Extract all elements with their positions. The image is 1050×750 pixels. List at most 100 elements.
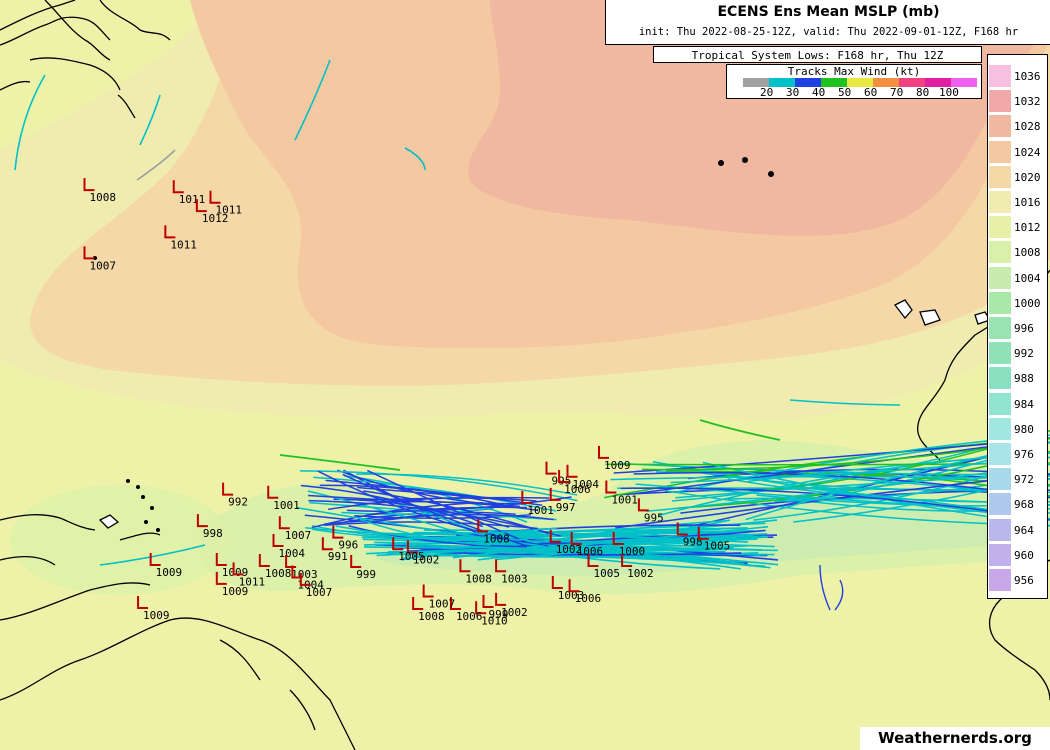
low-pressure-label: 1009: [604, 459, 631, 472]
low-marker-symbol: [321, 537, 333, 551]
colorbar-label: 988: [1014, 372, 1034, 386]
low-pressure-label: 999: [489, 608, 509, 621]
storm-track: [294, 59, 331, 141]
storm-track: [366, 469, 532, 545]
tracks-legend-label: 30: [786, 86, 800, 99]
low-pressure-label: 998: [683, 536, 703, 549]
tracks-legend-title: Tracks Max Wind (kt): [787, 65, 921, 78]
low-marker-symbol: [475, 601, 487, 615]
storm-track: [461, 549, 744, 565]
tropical-low-marker: 992: [222, 482, 248, 509]
low-marker-symbol: [558, 470, 570, 483]
map-subtitle: init: Thu 2022-08-25-12Z, valid: Thu 202…: [638, 26, 1019, 38]
colorbar-label: 992: [1014, 347, 1034, 361]
colorbar-swatch: [989, 468, 1011, 492]
colorbar-swatch: [989, 165, 1011, 189]
tracks-color-swatch: [925, 78, 951, 87]
low-marker-symbol: [495, 592, 507, 606]
low-pressure-label: 1007: [90, 259, 117, 272]
colorbar-label: 1032: [1014, 95, 1041, 109]
low-marker-symbol: [278, 516, 290, 530]
storm-track: [328, 497, 506, 511]
low-marker-symbol: [697, 526, 709, 540]
tracks-wind-legend: Tracks Max Wind (kt) 20 30 40 50 60 70 80 100: [726, 64, 982, 99]
colorbar-swatch: [989, 65, 1011, 88]
colorbar-swatch: [989, 367, 1011, 391]
low-pressure-label: 1009: [143, 609, 170, 622]
low-pressure-label: 1012: [202, 212, 229, 225]
low-pressure-label: 1010: [481, 614, 508, 627]
colorbar-level: 1036: [988, 65, 1047, 88]
tropical-low-marker: 1003: [551, 576, 584, 602]
low-marker-symbol: [299, 572, 311, 586]
tropical-low-marker: 997: [549, 487, 576, 514]
low-pressure-label: 1001: [273, 499, 300, 512]
low-marker-symbol: [291, 565, 303, 579]
colorbar-label: 984: [1014, 397, 1034, 411]
low-marker-symbol: [568, 579, 580, 593]
low-marker-symbol: [258, 554, 270, 567]
tropical-low-marker: 996: [332, 525, 358, 552]
colorbar-swatch: [989, 392, 1011, 416]
storm-track: [348, 525, 527, 548]
colorbar-label: 996: [1014, 322, 1034, 335]
tracks-color-swatch: [847, 78, 873, 87]
storm-track: [311, 528, 528, 540]
map-header: ECENS Ens Mean MSLP (mb) init: Thu 2022-…: [605, 0, 1050, 45]
low-pressure-label: 1002: [413, 553, 440, 566]
low-pressure-label: 1011: [216, 204, 243, 217]
tracks-color-swatch: [821, 78, 847, 87]
credit-text[interactable]: Weathernerds.org: [860, 727, 1050, 750]
low-marker-symbol: [482, 594, 494, 608]
storm-track: [317, 470, 495, 536]
tropical-low-marker: 1005: [392, 537, 425, 563]
low-marker-symbol: [406, 540, 418, 554]
colorbar-label: 968: [1014, 498, 1034, 512]
low-pressure-label: 1008: [90, 191, 117, 204]
colorbar-level: 964: [988, 518, 1047, 542]
low-pressure-label: 1001: [611, 494, 638, 507]
tropical-low-marker: 1000: [612, 531, 645, 558]
low-marker-symbol: [195, 199, 207, 213]
tropical-low-marker: 1005: [587, 554, 620, 580]
low-marker-symbol: [172, 180, 184, 194]
tracks-legend-label: 50: [838, 86, 852, 99]
colorbar-label: 1000: [1014, 296, 1041, 310]
tropical-low-marker: 1005: [697, 526, 731, 553]
tropical-low-marker: 998: [196, 514, 223, 540]
tropical-low-marker: 999: [350, 555, 376, 581]
storm-track: [416, 544, 771, 569]
low-marker-symbol: [83, 246, 95, 260]
storm-track: [319, 484, 504, 506]
low-pressure-label: 1006: [575, 592, 602, 605]
tracks-color-swatch: [899, 78, 925, 87]
low-pressure-label: 1011: [239, 575, 266, 588]
low-marker-symbol: [222, 482, 234, 496]
low-pressure-label: 1002: [627, 567, 654, 580]
pressure-colorbar: 1036 1032 1028 1024 1020 1016 1012 1008 1004 1000…: [987, 54, 1048, 599]
storm-track: [335, 525, 528, 542]
colorbar-swatch: [989, 443, 1011, 466]
low-pressure-label: 1005: [704, 540, 731, 553]
colorbar-swatch: [989, 417, 1011, 441]
storm-track: [136, 149, 176, 181]
colorbar-level: 968: [988, 493, 1047, 517]
tropical-low-marker: 1002: [406, 540, 440, 566]
colorbar-level: 1024: [988, 140, 1047, 164]
low-pressure-label: 995: [644, 511, 664, 524]
tracks-color-swatch: [795, 78, 821, 87]
low-marker-symbol: [272, 534, 284, 548]
low-pressure-label: 1003: [501, 572, 527, 585]
colorbar-label: 1036: [1014, 70, 1041, 83]
tropical-low-marker: 1007: [299, 572, 332, 599]
storm-track: [325, 479, 543, 507]
storm-track: [365, 506, 528, 517]
tropical-low-marker: 1008: [83, 178, 117, 204]
colorbar-level: 1012: [988, 216, 1047, 240]
tropical-low-marker: 1003: [495, 559, 528, 585]
colorbar-level: 972: [988, 468, 1047, 492]
colorbar-swatch: [989, 569, 1011, 592]
tropical-low-marker: 1002: [549, 529, 582, 556]
tracks-legend-label: 70: [890, 86, 904, 99]
